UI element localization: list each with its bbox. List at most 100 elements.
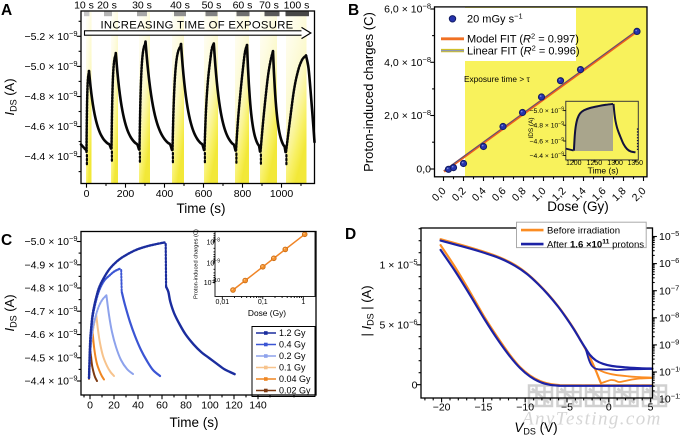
svg-text:70 s: 70 s (259, 0, 279, 12)
svg-text:−5: −5 (561, 402, 573, 414)
svg-text:20: 20 (108, 400, 120, 412)
svg-text:100: 100 (201, 400, 219, 412)
svg-text:−5.2 × 10−9: −5.2 × 10−9 (25, 29, 78, 43)
svg-text:10−10: 10−10 (204, 278, 220, 287)
svg-text:Before irradiation: Before irradiation (547, 226, 620, 237)
svg-text:−5.0 × 10−9: −5.0 × 10−9 (25, 59, 78, 73)
svg-text:Time (s): Time (s) (588, 166, 619, 176)
svg-text:50 s: 50 s (202, 0, 222, 12)
svg-text:INCREASING TIME OF EXPOSURE: INCREASING TIME OF EXPOSURE (100, 20, 293, 32)
svg-text:−5.0 × 10−9: −5.0 × 10−9 (530, 107, 565, 116)
svg-text:0,8: 0,8 (510, 185, 529, 204)
svg-text:5 × 10−6: 5 × 10−6 (379, 317, 417, 331)
svg-text:−4.4 × 10−9: −4.4 × 10−9 (25, 149, 78, 163)
svg-text:| IDS | (A): | IDS | (A) (359, 285, 376, 336)
svg-text:−4.9 × 10−9: −4.9 × 10−9 (25, 257, 78, 271)
svg-text:−4.6 × 10−9: −4.6 × 10−9 (530, 137, 565, 146)
svg-text:0.04 Gy: 0.04 Gy (279, 374, 311, 384)
svg-text:10 s: 10 s (74, 0, 94, 12)
svg-text:10−7: 10−7 (659, 283, 679, 297)
svg-text:Linear FIT (R2 = 0.996): Linear FIT (R2 = 0.996) (467, 43, 580, 57)
svg-text:0.2 Gy: 0.2 Gy (279, 351, 306, 361)
svg-text:1350: 1350 (628, 160, 644, 167)
svg-text:10−9: 10−9 (207, 259, 221, 268)
svg-text:VDS (V): VDS (V) (514, 420, 557, 437)
svg-text:30 s: 30 s (132, 0, 152, 12)
svg-text:A: A (1, 2, 12, 19)
svg-text:1000: 1000 (270, 188, 294, 200)
svg-text:−4.4 × 10−9: −4.4 × 10−9 (25, 374, 78, 388)
svg-text:IDS (A): IDS (A) (528, 118, 535, 139)
svg-text:1200: 1200 (566, 160, 582, 167)
svg-text:AnyTesting.com: AnyTesting.com (520, 409, 662, 430)
svg-text:1300: 1300 (607, 160, 623, 167)
svg-text:0.02 Gy: 0.02 Gy (279, 386, 311, 396)
svg-text:0: 0 (412, 379, 418, 391)
svg-text:10−8: 10−8 (659, 310, 679, 324)
svg-text:−4.4 × 10−9: −4.4 × 10−9 (530, 151, 565, 160)
svg-text:Time (s): Time (s) (170, 415, 219, 430)
svg-text:800: 800 (234, 188, 252, 200)
svg-text:Time (s): Time (s) (177, 201, 226, 216)
svg-text:400: 400 (156, 188, 174, 200)
svg-text:−15: −15 (474, 402, 492, 414)
svg-text:140: 140 (249, 400, 267, 412)
svg-text:−4.6 × 10−9: −4.6 × 10−9 (25, 327, 78, 341)
svg-text:0.1 Gy: 0.1 Gy (279, 363, 306, 373)
svg-text:−4.8 × 10−9: −4.8 × 10−9 (25, 89, 78, 103)
svg-text:After 1.6 ×1011 protons: After 1.6 ×1011 protons (547, 239, 644, 251)
svg-text:1 × 10−5: 1 × 10−5 (379, 258, 417, 272)
svg-text:10−6: 10−6 (659, 256, 679, 270)
svg-text:60 s: 60 s (233, 0, 253, 12)
svg-text:20 s: 20 s (97, 0, 117, 12)
svg-text:120: 120 (225, 400, 243, 412)
svg-text:40: 40 (132, 400, 144, 412)
svg-text:5: 5 (648, 402, 654, 414)
svg-text:Proton-induced charges (C): Proton-induced charges (C) (194, 229, 200, 299)
svg-text:20 mGy s−1: 20 mGy s−1 (467, 12, 523, 26)
svg-text:0.4 Gy: 0.4 Gy (279, 340, 306, 350)
svg-text:B: B (348, 2, 359, 19)
svg-text:2,0: 2,0 (630, 185, 649, 204)
svg-text:−20: −20 (433, 402, 451, 414)
svg-text:1,0: 1,0 (530, 185, 549, 204)
svg-text:Proton-induced charges (C): Proton-induced charges (C) (361, 12, 376, 172)
svg-text:100 s: 100 s (284, 0, 310, 12)
svg-text:0: 0 (84, 188, 90, 200)
svg-text:10−11: 10−11 (659, 392, 680, 406)
svg-text:1.2 Gy: 1.2 Gy (279, 328, 306, 338)
svg-text:−4.7 × 10−9: −4.7 × 10−9 (25, 304, 78, 318)
svg-text:−10: −10 (516, 402, 534, 414)
svg-text:IDS (A): IDS (A) (2, 78, 19, 115)
svg-text:0,4: 0,4 (470, 185, 489, 204)
svg-text:1: 1 (301, 299, 305, 306)
svg-text:4,0 × 10−8: 4,0 × 10−8 (384, 55, 431, 69)
svg-text:−4.8 × 10−9: −4.8 × 10−9 (530, 121, 565, 130)
svg-text:0,6: 0,6 (490, 185, 509, 204)
svg-text:600: 600 (195, 188, 213, 200)
svg-text:Model FIT (R2 = 0.997): Model FIT (R2 = 0.997) (467, 32, 579, 46)
svg-text:Dose (Gy): Dose (Gy) (547, 199, 609, 214)
svg-text:0,0: 0,0 (416, 164, 431, 176)
svg-text:10−9: 10−9 (659, 338, 679, 352)
svg-text:0: 0 (87, 400, 93, 412)
svg-text:60: 60 (156, 400, 168, 412)
svg-text:−4.6 × 10−9: −4.6 × 10−9 (25, 119, 78, 133)
svg-text:6,0 × 10−8: 6,0 × 10−8 (384, 2, 431, 16)
svg-text:40 s: 40 s (170, 0, 190, 12)
svg-text:1,8: 1,8 (610, 185, 629, 204)
svg-text:0,1: 0,1 (258, 299, 268, 306)
svg-text:0,0: 0,0 (430, 185, 449, 204)
svg-text:0,2: 0,2 (450, 185, 469, 204)
svg-text:D: D (345, 226, 356, 243)
svg-text:200: 200 (117, 188, 135, 200)
svg-text:IDS (A): IDS (A) (2, 294, 19, 331)
svg-text:0,01: 0,01 (215, 299, 229, 306)
svg-text:Dose (Gy): Dose (Gy) (248, 308, 286, 318)
svg-text:C: C (1, 232, 12, 249)
svg-text:0: 0 (606, 402, 612, 414)
svg-text:10−5: 10−5 (659, 229, 679, 243)
svg-text:1250: 1250 (587, 160, 603, 167)
svg-text:−4.5 × 10−9: −4.5 × 10−9 (25, 350, 78, 364)
svg-text:10−10: 10−10 (659, 365, 680, 379)
